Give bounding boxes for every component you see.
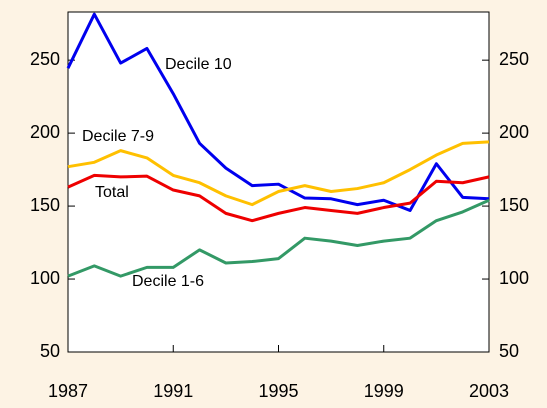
plot-area [67, 11, 490, 353]
y2-tick-label: 100 [499, 268, 529, 288]
y2-tick-label: 150 [499, 195, 529, 215]
series-line [67, 140, 490, 207]
x-tick-label: 1991 [153, 381, 193, 401]
series-line [67, 173, 490, 223]
y2-tick-label: 200 [499, 122, 529, 142]
series-label: Total [95, 184, 129, 201]
x-tick-label: 1987 [48, 381, 88, 401]
y-tick-label: 150 [30, 195, 60, 215]
y-tick-label: 250 [30, 49, 60, 69]
series-label: Decile 7-9 [82, 128, 154, 145]
y-tick-label: 100 [30, 268, 60, 288]
y2-tick-label: 50 [499, 341, 519, 361]
y-tick-label: 50 [40, 341, 60, 361]
y2-tick-label: 250 [499, 49, 529, 69]
x-tick-label: 1999 [364, 381, 404, 401]
series-label: Decile 1-6 [132, 273, 204, 290]
x-tick-label: 2003 [469, 381, 509, 401]
series-label: Decile 10 [165, 56, 232, 73]
y-tick-label: 200 [30, 122, 60, 142]
x-tick-label: 1995 [258, 381, 298, 401]
series-line [67, 198, 490, 278]
